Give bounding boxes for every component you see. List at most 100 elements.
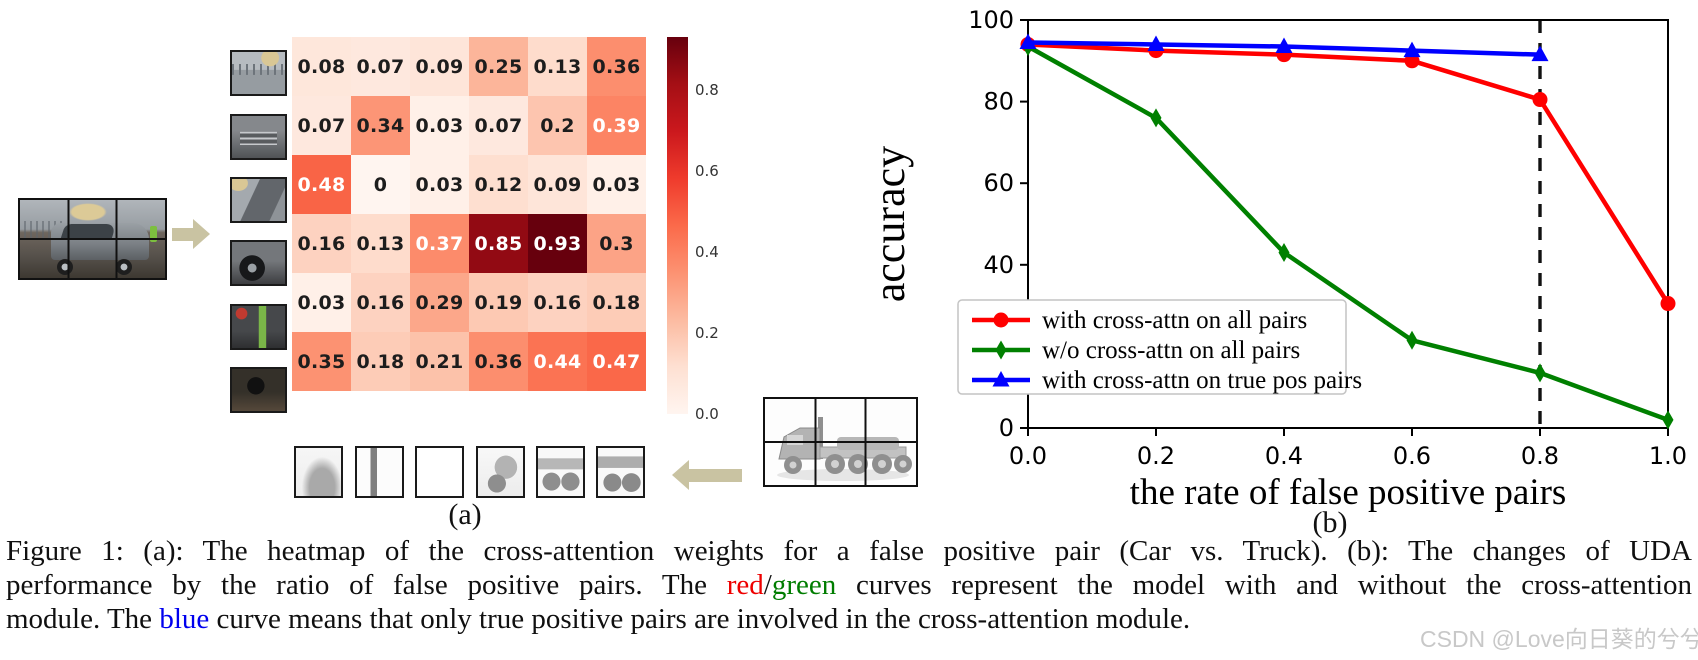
heatmap-cell-r2c5: 0.2 — [528, 96, 587, 155]
heatmap-cell-r4c3: 0.37 — [410, 214, 469, 273]
colorbar-tick-label: 0.0 — [695, 405, 719, 423]
heatmap-cell-r4c5: 0.93 — [528, 214, 587, 273]
car-patch-thumbnail-5 — [230, 304, 287, 350]
truck-image-patch-grid — [763, 397, 918, 487]
heatmap-cell-r5c4: 0.19 — [469, 273, 528, 332]
series-line — [1025, 42, 1671, 306]
figure-caption: Figure 1: (a): The heatmap of the cross-… — [6, 534, 1692, 636]
colorbar-tick-label: 0.4 — [695, 242, 719, 261]
heatmap-cell-r4c2: 0.13 — [351, 214, 410, 273]
caption-line-3: module. The blue curve means that only t… — [6, 602, 1692, 636]
heatmap-cell-r5c1: 0.03 — [292, 273, 351, 332]
caption-text: module. The — [6, 603, 160, 635]
heatmap-cell-r1c6: 0.36 — [587, 37, 646, 96]
heatmap-cell-r1c3: 0.09 — [410, 37, 469, 96]
car-patch-thumbnail-4 — [230, 240, 287, 286]
legend-entry-2: w/o cross-attn on all pairs — [972, 337, 1300, 364]
heatmap-cell-r3c5: 0.09 — [528, 155, 587, 214]
car-patch-thumbnail-2 — [230, 114, 287, 160]
y-tick-label: 100 — [968, 6, 1014, 34]
y-axis-label: accuracy — [865, 146, 914, 302]
colorbar — [667, 37, 688, 414]
series-3-triangle — [1019, 33, 1549, 62]
x-tick-label: 0.8 — [1521, 442, 1559, 470]
legend-box — [957, 299, 1347, 395]
car-source-image — [18, 198, 167, 280]
heatmap-cell-r6c3: 0.21 — [410, 332, 469, 391]
heatmap-cell-r1c2: 0.07 — [351, 37, 410, 96]
left-arrow-icon — [672, 460, 689, 490]
panel-a-label: (a) — [448, 498, 482, 531]
legend-entry-1: with cross-attn on all pairs — [972, 307, 1307, 334]
x-tick-label: 0.6 — [1393, 442, 1431, 470]
legend-entry-3: with cross-attn on true pos pairs — [972, 367, 1362, 394]
x-tick-label: 1.0 — [1649, 442, 1687, 470]
triangle-marker-icon — [1275, 37, 1293, 54]
diamond-marker-icon — [1534, 363, 1546, 383]
car-patch-thumbnail-3 — [230, 177, 287, 223]
legend-label: with cross-attn on true pos pairs — [1042, 367, 1362, 394]
heatmap-cell-r1c5: 0.13 — [528, 37, 587, 96]
heatmap-grid: 0.08 0.07 0.09 0.25 0.13 0.36 0.07 0.34 0.03 0.07… — [292, 37, 646, 391]
car-image-patch-grid — [18, 198, 167, 280]
heatmap-cell-r6c1: 0.35 — [292, 332, 351, 391]
caption-text: curves represent the model with and with… — [836, 569, 1693, 601]
truck-patch-thumbnail-6 — [596, 446, 645, 498]
circle-marker-icon — [1660, 296, 1676, 312]
colorbar-tick-label: 0.2 — [695, 323, 719, 342]
triangle-marker-icon — [1403, 41, 1421, 58]
diamond-marker-icon — [995, 340, 1007, 360]
plot-border — [1027, 19, 1669, 429]
caption-text: Figure 1: (a): The heatmap of the cross-… — [6, 535, 1692, 567]
series-2-diamond — [1022, 37, 1674, 430]
legend-label: w/o cross-attn on all pairs — [1042, 337, 1300, 364]
truck-patch-thumbnail-3 — [415, 446, 464, 498]
heatmap-cell-r6c4: 0.36 — [469, 332, 528, 391]
caption-line-1: Figure 1: (a): The heatmap of the cross-… — [6, 534, 1692, 568]
heatmap-cell-r6c2: 0.18 — [351, 332, 410, 391]
diamond-marker-icon — [1662, 410, 1674, 430]
heatmap-cell-r1c1: 0.08 — [292, 37, 351, 96]
caption-line-2: performance by the ratio of false positi… — [6, 568, 1692, 602]
heatmap-cell-r6c6: 0.47 — [587, 332, 646, 391]
truck-patch-thumbnail-4 — [476, 446, 525, 498]
diamond-marker-icon — [1150, 108, 1162, 128]
heatmap-cell-r6c5: 0.44 — [528, 332, 587, 391]
series-line — [1025, 44, 1671, 423]
truck-patch-thumbnail-2 — [355, 446, 404, 498]
caption-colored-word: red — [726, 569, 764, 601]
caption-text: curve means that only true positive pair… — [209, 603, 1191, 635]
heatmap-cell-r4c1: 0.16 — [292, 214, 351, 273]
heatmap-cell-r5c6: 0.18 — [587, 273, 646, 332]
caption-text: performance by the ratio of false positi… — [6, 569, 727, 601]
diamond-marker-icon — [1278, 243, 1290, 263]
right-arrow-icon — [172, 228, 194, 241]
heatmap-cell-r5c3: 0.29 — [410, 273, 469, 332]
car-patch-thumbnail-1 — [230, 50, 287, 96]
triangle-marker-icon — [1147, 35, 1165, 51]
y-tick-label: 60 — [983, 169, 1014, 197]
series-1-circle — [1020, 36, 1676, 312]
heatmap-cell-r2c3: 0.03 — [410, 96, 469, 155]
diamond-marker-icon — [1406, 330, 1418, 350]
heatmap-cell-r1c4: 0.25 — [469, 37, 528, 96]
heatmap-cell-r2c1: 0.07 — [292, 96, 351, 155]
x-axis-label: the rate of false positive pairs — [1130, 472, 1567, 513]
truck-patch-thumbnail-1 — [294, 446, 343, 498]
x-tick-label: 0.2 — [1137, 442, 1175, 470]
car-patch-thumbnail-6 — [230, 367, 287, 413]
heatmap-cell-r3c1: 0.48 — [292, 155, 351, 214]
legend-label: with cross-attn on all pairs — [1042, 307, 1307, 334]
heatmap-cell-r4c6: 0.3 — [587, 214, 646, 273]
colorbar-tick-label: 0.6 — [695, 161, 719, 180]
caption-colored-word: blue — [159, 603, 210, 635]
circle-marker-icon — [993, 312, 1009, 328]
y-tick-label: 80 — [983, 88, 1014, 116]
triangle-marker-icon — [992, 371, 1010, 387]
right-arrow-icon — [193, 219, 210, 249]
y-tick-label: 40 — [983, 251, 1014, 279]
heatmap-cell-r2c2: 0.34 — [351, 96, 410, 155]
truck-target-image — [763, 397, 918, 487]
